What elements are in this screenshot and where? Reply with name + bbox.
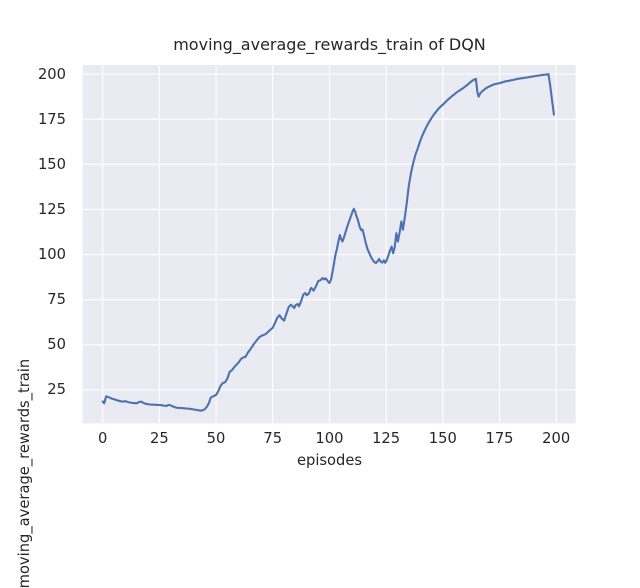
figure: moving_average_rewards_train of DQN 0 25 5…	[16, 35, 576, 588]
y-tick-label: 150	[37, 155, 66, 173]
x-tick-label: 75	[263, 430, 283, 447]
y-tick-label: 50	[47, 336, 66, 354]
plot-area	[82, 65, 576, 424]
x-tick-label: 175	[485, 430, 514, 447]
x-axis-label: episodes	[296, 452, 363, 469]
y-tick-label: 25	[47, 381, 66, 399]
y-tick-label: 125	[37, 200, 66, 218]
y-tick-label: 200	[37, 65, 66, 83]
chart-title: moving_average_rewards_train of DQN	[173, 35, 486, 54]
x-tick-label: 200	[542, 430, 571, 447]
x-tick-label: 100	[315, 430, 344, 447]
data-line	[101, 73, 555, 412]
x-tick-label: 125	[372, 430, 401, 447]
x-tick-label: 150	[428, 430, 457, 447]
x-tick-label: 50	[206, 430, 226, 447]
y-tick-label: 75	[47, 291, 66, 309]
y-tick-label: 100	[37, 246, 66, 264]
x-tick-label: 25	[149, 430, 169, 447]
y-axis-label: moving_average_rewards_train	[16, 358, 33, 588]
x-tick-label: 0	[97, 430, 108, 447]
y-tick-label: 175	[37, 110, 66, 128]
